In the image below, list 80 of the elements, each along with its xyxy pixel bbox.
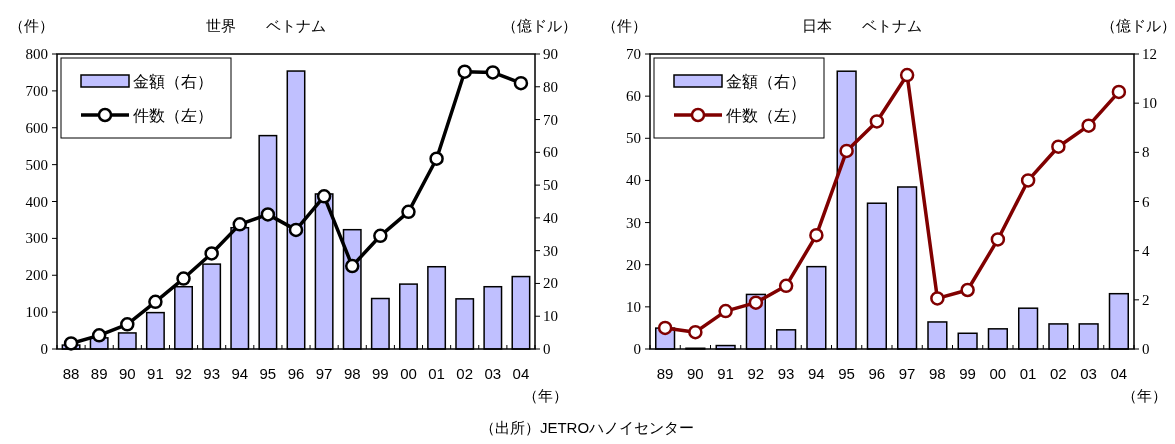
x-tick-label: 95 xyxy=(838,365,855,382)
y2-tick-label: 2 xyxy=(1142,291,1150,308)
y-tick-label: 600 xyxy=(25,119,48,136)
x-tick-label: 02 xyxy=(456,365,474,382)
y-tick-label: 200 xyxy=(25,267,48,284)
x-tick-label: 04 xyxy=(512,365,530,382)
y-tick-label: 400 xyxy=(25,193,48,210)
y-axis-title: （件） xyxy=(602,17,647,34)
y-tick-label: 0 xyxy=(40,341,48,357)
y2-tick-label: 10 xyxy=(543,308,558,325)
x-tick-label: 03 xyxy=(484,365,502,382)
x-tick-label: 91 xyxy=(717,365,734,382)
y2-tick-label: 50 xyxy=(543,177,558,194)
y2-tick-label: 4 xyxy=(1142,242,1150,259)
x-tick-label: 02 xyxy=(1050,365,1067,382)
y-tick-label: 800 xyxy=(25,46,48,62)
x-tick-label: 97 xyxy=(898,365,916,382)
y2-tick-label: 0 xyxy=(1142,341,1150,357)
chart-title: 日本 ベトナム xyxy=(802,17,922,34)
y2-tick-label: 60 xyxy=(543,144,558,161)
x-tick-label: 93 xyxy=(777,365,795,382)
x-tick-label: 90 xyxy=(118,365,136,382)
x-tick-label: 00 xyxy=(989,365,1007,382)
y2-tick-label: 6 xyxy=(1142,193,1150,210)
chart-title: 世界 ベトナム xyxy=(206,17,326,34)
x-tick-label: 03 xyxy=(1080,365,1097,382)
y-tick-label: 500 xyxy=(25,156,48,173)
text: （出所）JETROハノイセンター xyxy=(479,419,695,436)
y2-tick-label: 30 xyxy=(543,242,558,259)
x-tick-label: 04 xyxy=(1110,365,1128,382)
y-tick-label: 60 xyxy=(626,88,641,105)
x-tick-label: 98 xyxy=(343,365,361,382)
x-tick-label: 94 xyxy=(231,365,249,382)
y-tick-label: 10 xyxy=(626,298,641,315)
x-axis-title: （年） xyxy=(522,387,568,404)
y2-tick-label: 8 xyxy=(1142,144,1150,161)
y2-tick-label: 70 xyxy=(543,111,558,128)
x-tick-label: 94 xyxy=(808,365,825,382)
legend-label: 件数（左） xyxy=(133,107,213,124)
x-tick-label: 98 xyxy=(929,365,946,382)
x-tick-label: 01 xyxy=(428,365,445,382)
y-tick-label: 300 xyxy=(25,230,48,247)
x-tick-label: 92 xyxy=(175,365,192,382)
y-tick-label: 50 xyxy=(626,130,641,147)
x-tick-label: 89 xyxy=(656,365,674,382)
x-tick-label: 01 xyxy=(1019,365,1037,382)
x-tick-label: 95 xyxy=(259,365,277,382)
x-tick-label: 99 xyxy=(372,365,389,382)
y-tick-label: 30 xyxy=(626,214,641,231)
y-tick-label: 700 xyxy=(25,82,48,99)
x-tick-label: 96 xyxy=(868,365,886,382)
x-tick-label: 99 xyxy=(959,365,976,382)
x-tick-label: 00 xyxy=(400,365,417,382)
x-tick-label: 91 xyxy=(147,365,164,382)
x-tick-label: 89 xyxy=(90,365,108,382)
y2-tick-label: 10 xyxy=(1142,95,1157,112)
y2-tick-label: 80 xyxy=(543,78,558,95)
y2-axis-title: （億ドル） xyxy=(502,17,577,34)
y2-axis-title: （億ドル） xyxy=(1101,17,1175,34)
y2-tick-label: 90 xyxy=(543,46,558,62)
y-tick-label: 20 xyxy=(626,256,641,273)
x-tick-label: 90 xyxy=(687,365,704,382)
y-tick-label: 0 xyxy=(633,341,641,357)
x-axis-title: （年） xyxy=(1121,387,1167,404)
y2-tick-label: 40 xyxy=(543,209,558,226)
y-tick-label: 70 xyxy=(626,46,641,62)
y2-tick-label: 0 xyxy=(543,341,551,357)
x-tick-label: 93 xyxy=(203,365,220,382)
legend-label: 件数（左） xyxy=(726,107,806,124)
legend-label: 金額（右） xyxy=(726,73,806,90)
legend-label: 金額（右） xyxy=(133,73,213,90)
x-tick-label: 97 xyxy=(315,365,333,382)
y-tick-label: 40 xyxy=(626,172,641,189)
x-tick-label: 92 xyxy=(747,365,765,382)
y2-tick-label: 20 xyxy=(543,275,558,292)
y-axis-title: （件） xyxy=(9,17,54,34)
y2-tick-label: 12 xyxy=(1142,46,1157,62)
y-tick-label: 100 xyxy=(25,304,48,321)
x-tick-label: 96 xyxy=(287,365,305,382)
x-tick-label: 88 xyxy=(62,365,80,382)
